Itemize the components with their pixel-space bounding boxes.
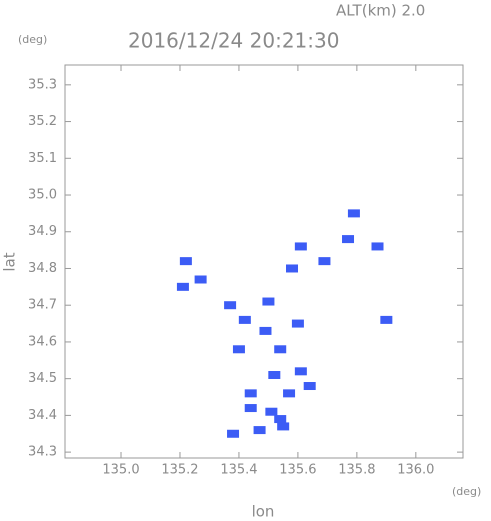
echo-cell (238, 315, 251, 324)
echo-cell (232, 345, 245, 354)
echo-cell (291, 319, 304, 328)
x-tick-label: 135.0 (102, 463, 139, 478)
x-tick-label: 135.2 (161, 463, 198, 478)
y-tick-label: 34.5 (28, 371, 57, 386)
y-tick-label: 35.2 (28, 114, 57, 129)
echo-cell (318, 257, 331, 266)
echo-cell (268, 370, 281, 379)
echo-cell (286, 264, 299, 273)
echo-cell (227, 429, 240, 438)
x-tick-label: 136.0 (397, 463, 434, 478)
x-unit: (deg) (452, 485, 481, 498)
y-tick-label: 35.1 (28, 151, 57, 166)
echo-cell (294, 367, 307, 376)
echo-cell (259, 326, 272, 335)
y-tick-label: 34.6 (28, 334, 57, 349)
x-axis-label: lon (252, 503, 275, 521)
x-tick-label: 135.4 (220, 463, 257, 478)
echo-cell (294, 242, 307, 251)
echo-cell (371, 242, 384, 251)
echo-cell (262, 297, 275, 306)
echo-cell (244, 404, 257, 413)
y-axis-label: lat (1, 252, 19, 271)
echo-cell (274, 345, 287, 354)
y-tick-label: 34.8 (28, 261, 57, 276)
chart-subtitle: ALT(km) 2.0 (336, 2, 425, 20)
echo-cell (274, 415, 287, 424)
echo-cell (347, 209, 360, 218)
y-unit: (deg) (18, 33, 47, 46)
y-tick-label: 34.4 (28, 408, 57, 423)
y-tick-label: 34.3 (28, 445, 57, 460)
echo-cell (265, 407, 278, 416)
echo-cell (194, 275, 207, 284)
echo-cell (303, 382, 316, 391)
y-tick-label: 35.3 (28, 77, 57, 92)
echo-cell (176, 282, 189, 291)
plot-frame (64, 64, 464, 459)
x-tick-label: 135.8 (338, 463, 375, 478)
echo-cell (244, 389, 257, 398)
echo-cell (253, 426, 266, 435)
y-tick-label: 35.0 (28, 188, 57, 203)
y-tick-label: 34.9 (28, 224, 57, 239)
echo-cell (277, 422, 290, 431)
x-tick-label: 135.6 (279, 463, 316, 478)
echo-cell (224, 301, 237, 310)
echo-cell (342, 235, 355, 244)
echo-cell (179, 257, 192, 266)
echo-cell (380, 315, 393, 324)
chart-title: 2016/12/24 20:21:30 (128, 29, 339, 53)
y-tick-label: 34.7 (28, 298, 57, 313)
echo-cell (283, 389, 296, 398)
